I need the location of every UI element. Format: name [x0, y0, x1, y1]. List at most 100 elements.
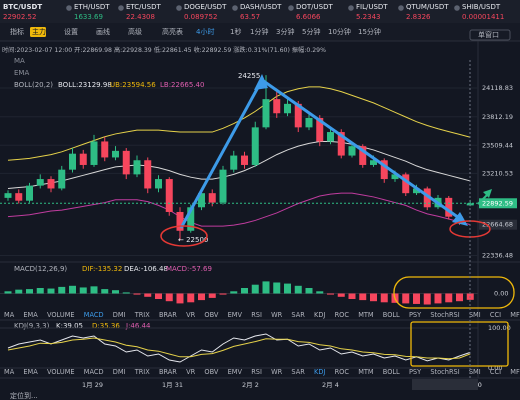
indicator-tab[interactable]: VOLUME: [47, 311, 75, 319]
coin-icon: [118, 5, 124, 11]
toolbar-item[interactable]: 10分钟: [328, 27, 351, 36]
ticker-symbol[interactable]: DOT/USDT: [296, 3, 333, 11]
indicator-tab[interactable]: MFI: [510, 368, 520, 376]
indicator-tab[interactable]: SMI: [469, 368, 481, 376]
indicator-tab[interactable]: MA: [4, 311, 15, 319]
indicator-tab[interactable]: EMV: [228, 368, 243, 376]
macd-bar: [413, 293, 420, 304]
y-tick-label: 22336.48: [482, 252, 513, 260]
toolbar-item[interactable]: 设置: [64, 27, 78, 36]
toolbar-item[interactable]: 4小时: [196, 27, 214, 36]
kdj-k-line: [7, 333, 471, 363]
indicator-tab[interactable]: KDJ: [314, 311, 325, 319]
macd-bar: [69, 285, 76, 294]
kdj-label: KDJ(9,3,3): [14, 322, 50, 330]
ticker-symbol[interactable]: BTC/USDT: [3, 3, 42, 11]
indicator-tab[interactable]: RSI: [251, 311, 262, 319]
toolbar-item[interactable]: 1秒: [230, 27, 241, 36]
ticker-price: 5.2343: [356, 13, 381, 21]
ticker-symbol[interactable]: SHIB/USDT: [462, 3, 501, 11]
indicator-tab[interactable]: OBV: [204, 311, 219, 319]
toolbar-active: [30, 27, 46, 37]
ticker-symbol[interactable]: ETC/USDT: [126, 3, 161, 11]
ticker-symbol[interactable]: ETH/USDT: [74, 3, 110, 11]
indicator-tab[interactable]: StochRSI: [430, 311, 459, 319]
toolbar: [0, 23, 520, 41]
indicator-tab[interactable]: VOLUME: [47, 368, 75, 376]
y-tick-label: 23509.44: [482, 141, 513, 149]
indicator-tab[interactable]: MTM: [358, 311, 374, 319]
candle-body: [327, 132, 334, 142]
indicator-tab[interactable]: SAR: [291, 311, 305, 319]
candle-body: [155, 179, 162, 189]
indicator-tab[interactable]: CCI: [490, 311, 501, 319]
indicator-tab[interactable]: PSY: [409, 311, 422, 319]
ohlc-info: 时间:2023-02-07 12:00 开:22869.98 高:22928.3…: [2, 46, 326, 54]
toolbar-item[interactable]: 指标: [10, 27, 24, 36]
low-price-label: 22664.68: [482, 221, 513, 229]
toolbar-item[interactable]: 高亮表: [162, 27, 183, 36]
indicator-tab[interactable]: BOLL: [383, 311, 400, 319]
candle-body: [370, 160, 377, 165]
indicator-tab[interactable]: CCI: [490, 368, 501, 376]
toolbar-item[interactable]: 高级: [128, 27, 142, 36]
indicator-tab[interactable]: SAR: [291, 368, 305, 376]
indicator-tab[interactable]: OBV: [204, 368, 219, 376]
toolbar-item[interactable]: 3分钟: [276, 27, 294, 36]
indicator-tab[interactable]: PSY: [409, 368, 422, 376]
indicator-tab[interactable]: MACD: [84, 368, 104, 376]
indicator-tab[interactable]: WR: [271, 311, 283, 319]
candle-body: [26, 185, 33, 201]
date-label: 1月 31: [162, 381, 183, 389]
indicator-tab[interactable]: VR: [186, 368, 196, 376]
toolbar-item[interactable]: 15分钟: [358, 27, 381, 36]
candle-body: [90, 141, 98, 165]
indicator-tab[interactable]: MA: [4, 368, 15, 376]
toolbar-item[interactable]: 1分钟: [250, 27, 268, 36]
indicator-tab[interactable]: EMA: [23, 311, 38, 319]
macd-tick-label: 0.00: [494, 290, 508, 298]
indicator-tab[interactable]: EMA: [23, 368, 38, 376]
indicator-tab[interactable]: KDJ: [314, 368, 325, 376]
toolbar-item[interactable]: 主力: [32, 27, 46, 36]
indicator-tab[interactable]: WR: [271, 368, 283, 376]
indicator-tab[interactable]: MTM: [358, 368, 374, 376]
macd-bar: [15, 289, 23, 294]
toolbar-item[interactable]: 5分钟: [302, 27, 320, 36]
kdj-d-line: [7, 337, 471, 360]
macd-value: MACD:-57.69: [166, 265, 212, 273]
macd-bar: [144, 293, 152, 297]
window-label[interactable]: 单窗口: [478, 30, 499, 39]
toolbar-item[interactable]: 画线: [96, 27, 110, 36]
macd-label: MACD(12,26,9): [14, 265, 67, 273]
candle-body: [230, 155, 238, 170]
ticker-symbol[interactable]: QTUM/USDT: [406, 3, 449, 11]
indicator-tab[interactable]: EMV: [228, 311, 243, 319]
indicator-tab[interactable]: ROC: [335, 311, 350, 319]
indicator-tab[interactable]: RSI: [251, 368, 262, 376]
indicator-tab[interactable]: StochRSI: [430, 368, 459, 376]
indicator-tab[interactable]: DMI: [113, 368, 126, 376]
macd-bar: [273, 282, 281, 294]
macd-bar: [79, 287, 87, 294]
indicator-tab[interactable]: SMI: [469, 311, 481, 319]
indicator-tab[interactable]: TRIX: [134, 368, 151, 376]
window-button[interactable]: [469, 29, 511, 41]
indicator-tab[interactable]: BOLL: [383, 368, 400, 376]
indicator-tab[interactable]: ROC: [335, 368, 350, 376]
footer-link[interactable]: 定位到...: [10, 391, 38, 400]
candle-body: [122, 150, 130, 175]
indicator-tab[interactable]: MFI: [510, 311, 520, 319]
ticker-symbol[interactable]: DOGE/USDT: [184, 3, 227, 11]
date-label: 1月 29: [82, 381, 103, 389]
ticker-symbol[interactable]: FIL/USDT: [356, 3, 388, 11]
indicator-tab[interactable]: BRAR: [159, 368, 177, 376]
indicator-tab[interactable]: MACD: [84, 311, 104, 319]
candle-body: [423, 188, 431, 208]
indicator-tab[interactable]: BRAR: [159, 311, 177, 319]
indicator-tab[interactable]: TRIX: [134, 311, 151, 319]
green-arrow: [477, 193, 489, 205]
indicator-tab[interactable]: DMI: [113, 311, 126, 319]
ticker-symbol[interactable]: DASH/USDT: [240, 3, 282, 11]
indicator-tab[interactable]: VR: [186, 311, 196, 319]
